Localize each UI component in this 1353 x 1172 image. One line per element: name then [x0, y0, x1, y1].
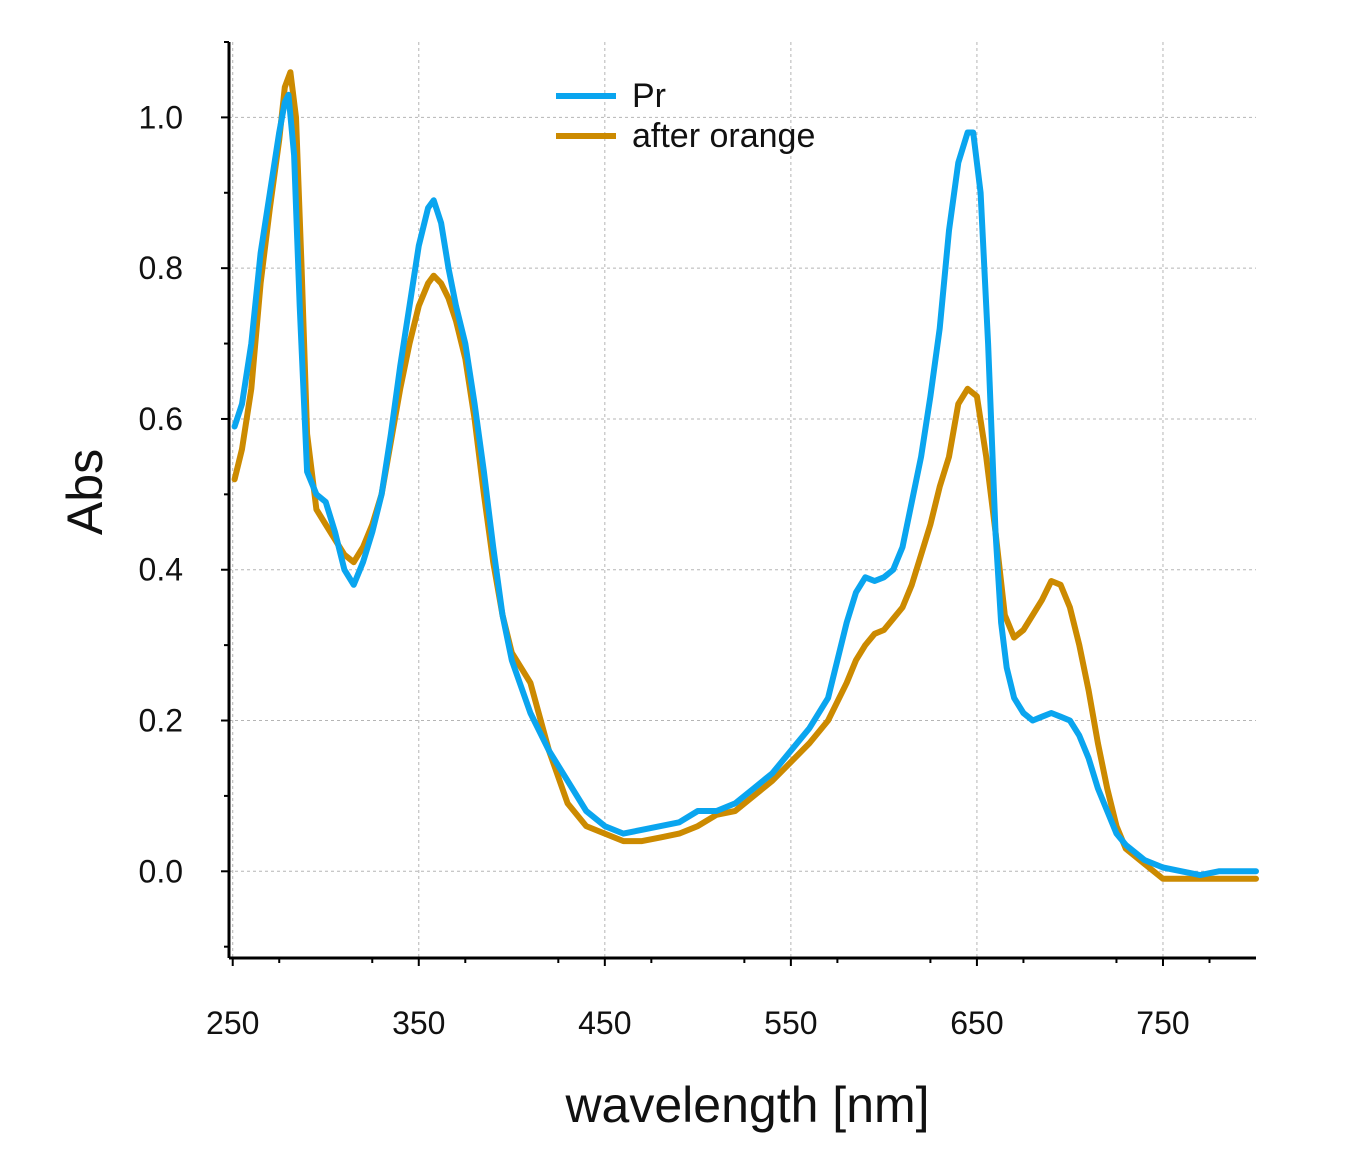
y-tick-label: 0.6 [139, 401, 183, 437]
y-axis-title: Abs [57, 449, 113, 535]
legend: Pr after orange [556, 77, 815, 155]
legend-label-pr: Pr [632, 77, 666, 115]
y-tick-label: 0.0 [139, 853, 183, 889]
axes [227, 42, 1256, 960]
x-tick-label: 650 [950, 1005, 1003, 1041]
series-lines [231, 69, 1259, 882]
grid-lines [229, 42, 1256, 958]
y-tick-label: 1.0 [139, 99, 183, 135]
series-line-pr [231, 91, 1259, 879]
x-axis-title: wavelength [nm] [564, 1077, 929, 1133]
y-tick-label: 0.2 [139, 703, 183, 739]
y-tick-label: 0.4 [139, 552, 183, 588]
series-line-after-orange [231, 69, 1259, 882]
x-tick-label: 250 [206, 1005, 259, 1041]
x-tick-label: 750 [1136, 1005, 1189, 1041]
x-tick-label: 550 [764, 1005, 817, 1041]
tick-labels: 250 350 450 550 650 750 0.0 0.2 0.4 0.6 0.8 1.0 [139, 99, 1190, 1041]
y-tick-label: 0.8 [139, 250, 183, 286]
x-tick-label: 450 [578, 1005, 631, 1041]
legend-label-after-orange: after orange [632, 117, 815, 155]
tick-marks [221, 41, 1211, 966]
x-tick-label: 350 [392, 1005, 445, 1041]
